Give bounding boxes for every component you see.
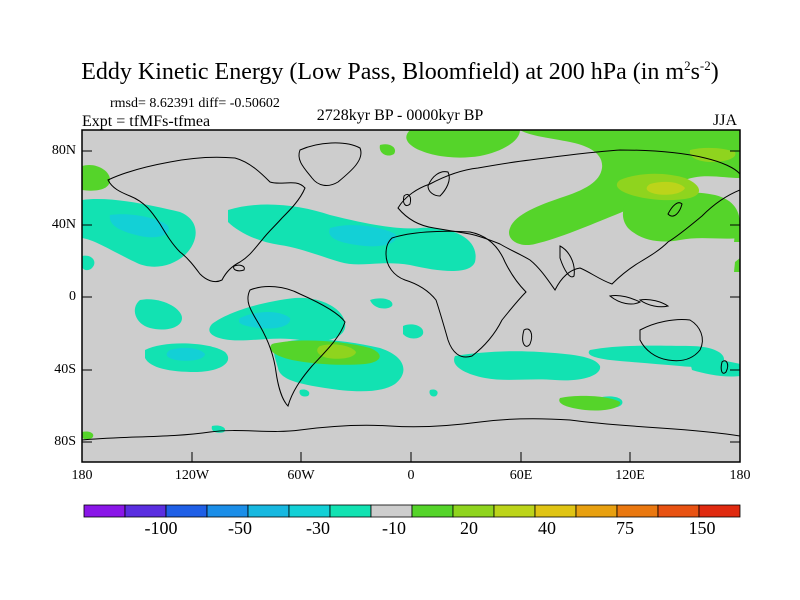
colorbar-box <box>411 504 454 518</box>
colorbar-box <box>165 504 208 518</box>
lat-label-40s: 40S <box>54 362 76 377</box>
australia-coast <box>639 319 703 362</box>
strong-negative-core <box>238 312 291 329</box>
lat-label-80n: 80N <box>51 143 76 158</box>
colorbar-box <box>370 504 413 518</box>
lon-label-180e: 180 <box>729 468 751 483</box>
india-coast <box>559 245 575 278</box>
lat-label-80s: 80S <box>54 434 76 449</box>
positive-anomaly-region <box>734 230 740 242</box>
strong-negative-core <box>109 214 169 238</box>
colorbar-label: 150 <box>688 518 716 538</box>
colorbar-box <box>329 504 372 518</box>
britain-coast <box>403 193 411 207</box>
positive-anomaly-region <box>734 258 740 272</box>
positive-anomaly-region <box>559 395 621 411</box>
colorbar-box <box>534 504 577 518</box>
south-america-coast <box>247 286 346 407</box>
negative-anomaly-region <box>82 255 95 271</box>
japan-coast <box>667 202 683 217</box>
lon-label-60w: 60W <box>287 468 315 483</box>
colorbar-label: -30 <box>306 518 330 538</box>
caribbean-coast <box>233 264 245 272</box>
colorbar-box <box>452 504 495 518</box>
negative-anomaly-region <box>134 299 182 330</box>
negative-anomaly-region <box>299 389 310 397</box>
lon-label-120e: 120E <box>615 468 645 483</box>
lon-ticks <box>81 452 741 462</box>
greenland-coast <box>298 142 362 186</box>
positive-anomaly-region <box>82 431 94 440</box>
colorbar-box <box>124 504 167 518</box>
colorbar-label: -100 <box>144 518 178 538</box>
colorbar-label: 75 <box>616 518 634 538</box>
stats-label: rmsd= 8.62391 diff= -0.50602 <box>110 96 280 111</box>
lat-label-0: 0 <box>69 289 76 304</box>
colorbar-box <box>698 504 741 518</box>
season-label: JJA <box>713 112 738 129</box>
negative-anomaly-region <box>429 389 438 397</box>
colorbar-box <box>657 504 700 518</box>
colorbar-box <box>493 504 536 518</box>
strong-positive-core <box>317 344 356 359</box>
strong-negative-core <box>166 347 205 361</box>
lon-label-120w: 120W <box>174 468 210 483</box>
strong-positive-core <box>646 181 685 195</box>
lon-label-180w: 180 <box>71 468 93 483</box>
strong-negative-core <box>329 225 396 247</box>
plot-title: Eddy Kinetic Energy (Low Pass, Bloomfiel… <box>81 58 719 85</box>
scandinavia-coast <box>427 171 450 197</box>
colorbar-label: 20 <box>460 518 478 538</box>
coastlines <box>82 142 740 441</box>
colorbar-box <box>206 504 249 518</box>
colorbar-box <box>247 504 290 518</box>
newzealand-coast <box>720 360 729 374</box>
lat-label-40n: 40N <box>51 217 76 232</box>
colorbar-box <box>575 504 618 518</box>
strong-positive-core <box>689 147 736 162</box>
negative-anomaly-region <box>454 351 601 381</box>
colorbar <box>83 504 741 518</box>
madagascar-coast <box>522 328 533 347</box>
north-america-coast <box>107 156 306 283</box>
negative-anomaly-region <box>403 324 424 339</box>
colorbar-label: -50 <box>228 518 252 538</box>
indonesia-coast <box>608 295 670 308</box>
positive-anomaly-region <box>379 144 396 156</box>
lon-label-60e: 60E <box>509 468 533 483</box>
anomaly-fields <box>82 130 740 440</box>
period-label: 2728kyr BP - 0000kyr BP <box>316 107 484 124</box>
positive-anomaly-region <box>406 130 520 158</box>
africa-coast <box>385 230 527 358</box>
negative-anomaly-region <box>370 298 393 309</box>
colorbar-label: 40 <box>538 518 556 538</box>
colorbar-box <box>288 504 331 518</box>
colorbar-box <box>83 504 126 518</box>
lat-ticks <box>82 150 740 443</box>
colorbar-box <box>616 504 659 518</box>
eurasia-coast <box>397 149 740 291</box>
positive-anomaly-region <box>82 164 110 191</box>
colorbar-label: -10 <box>382 518 406 538</box>
positive-anomaly-region <box>622 192 740 242</box>
lon-label-0: 0 <box>407 468 415 483</box>
experiment-label: Expt = tfMFs-tfmea <box>82 113 211 130</box>
antarctica-coast <box>82 418 740 441</box>
